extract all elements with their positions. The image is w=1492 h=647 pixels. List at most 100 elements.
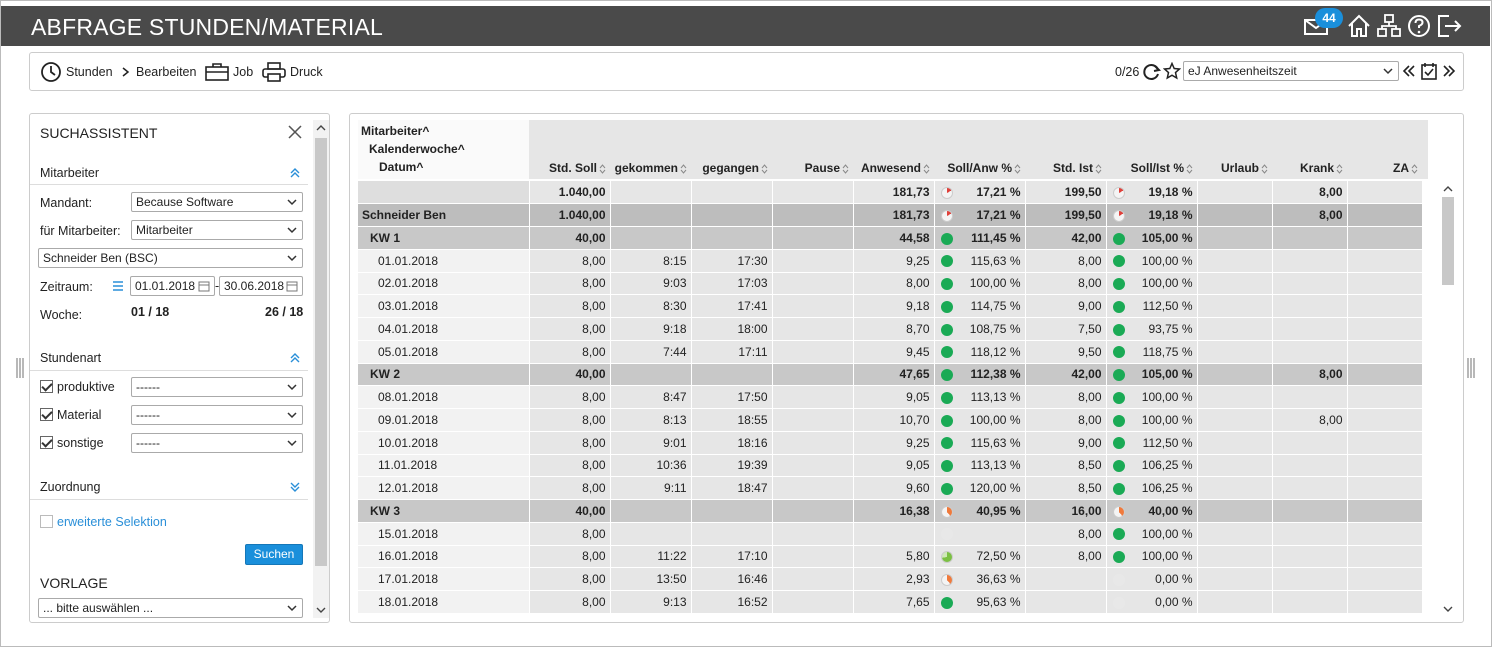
table-row[interactable]: 01.01.2018 8,00 8:15 17:30 9,25 115,63 % 8,00 1… [358, 249, 1423, 273]
column-header-2[interactable]: gekommen [610, 161, 687, 175]
table-row[interactable]: 18.01.2018 8,00 9:13 16:52 7,65 95,63 % 0,00 % [358, 590, 1423, 614]
collapse-stundenart-icon[interactable] [289, 352, 301, 364]
collapse-mitarbeiter-icon[interactable] [289, 167, 301, 179]
table-row[interactable]: 1.040,00 181,73 17,21 % 199,50 19,18 % 8,00 [358, 181, 1423, 205]
help-icon[interactable] [1405, 13, 1433, 39]
stunden-button[interactable]: Stunden [40, 53, 113, 90]
table-row[interactable]: 09.01.2018 8,00 8:13 18:55 10,70 100,00 % 8,00… [358, 408, 1423, 432]
suchen-button[interactable]: Suchen [245, 544, 303, 565]
logout-icon[interactable] [1435, 13, 1463, 39]
group-datum-header[interactable]: Datum^ [379, 160, 424, 174]
close-icon[interactable] [287, 124, 303, 140]
table-cell [691, 226, 773, 250]
right-panel-grip-icon[interactable] [1466, 357, 1476, 379]
table-row[interactable]: 03.01.2018 8,00 8:30 17:41 9,18 114,75 % 9,00 1… [358, 294, 1423, 318]
erweiterte-selektion-link[interactable]: erweiterte Selektion [57, 515, 167, 529]
cell-value: 17.01.2018 [378, 572, 439, 587]
table-row[interactable]: KW 2 40,00 47,65 112,38 % 42,00 105,00 % 8,00 [358, 363, 1423, 387]
column-header-7[interactable]: Std. Ist [1025, 161, 1102, 175]
expand-zuordnung-icon[interactable] [289, 481, 301, 493]
star-icon[interactable] [1163, 62, 1181, 80]
vorlage-select[interactable]: ... bitte auswählen ... [38, 598, 303, 618]
calendar-icon[interactable] [198, 280, 210, 292]
view-select[interactable]: eJ Anwesenheitszeit [1183, 61, 1399, 81]
column-header-5[interactable]: Anwesend [853, 161, 930, 175]
list-icon[interactable] [112, 280, 124, 292]
cell-value: 18:16 [737, 435, 768, 450]
column-header-1[interactable]: Std. Soll [529, 161, 606, 175]
scroll-up-icon[interactable] [1443, 185, 1453, 193]
material-select[interactable]: ------ [131, 405, 303, 425]
table-row[interactable]: 02.01.2018 8,00 9:03 17:03 8,00 100,00 % 8,00 1… [358, 272, 1423, 296]
produktive-checkbox[interactable] [40, 380, 53, 393]
table-cell [772, 499, 854, 523]
column-header-3[interactable]: gegangen [691, 161, 768, 175]
table-row[interactable]: 10.01.2018 8,00 9:01 18:16 9,25 115,63 % 9,00 1… [358, 431, 1423, 455]
next-icon[interactable] [1442, 64, 1456, 78]
scroll-down-icon[interactable] [1443, 605, 1453, 613]
bearbeiten-button[interactable]: Bearbeiten [120, 53, 196, 90]
cell-value: 09.01.2018 [378, 412, 439, 427]
druck-button[interactable]: Druck [262, 53, 323, 90]
grid-scrollbar-thumb[interactable] [1442, 197, 1454, 285]
fuer-mitarbeiter-select[interactable]: Mitarbeiter [131, 220, 303, 240]
table-cell [1347, 590, 1423, 614]
table-row[interactable]: 17.01.2018 8,00 13:50 16:46 2,93 36,63 % 0,00 … [358, 567, 1423, 591]
previous-icon[interactable] [1402, 64, 1416, 78]
table-cell [610, 363, 692, 387]
woche-label: Woche: [40, 308, 83, 322]
date-from-input[interactable]: 01.01.2018 [130, 276, 215, 296]
column-header-8[interactable]: Soll/Ist % [1106, 161, 1193, 175]
table-row[interactable]: 16.01.2018 8,00 11:22 17:10 5,80 72,50 % 8,00 1… [358, 545, 1423, 569]
calendar-check-icon[interactable] [1420, 61, 1438, 81]
sonstige-select[interactable]: ------ [131, 433, 303, 453]
table-row[interactable]: 08.01.2018 8,00 8:47 17:50 9,05 113,13 % 8,00 1… [358, 385, 1423, 409]
table-cell: 8,00 [529, 408, 611, 432]
divider [30, 499, 308, 500]
table-cell: 9:11 [610, 476, 692, 500]
table-row[interactable]: 15.01.2018 8,00 8,00 100,00 % [358, 522, 1423, 546]
group-mitarbeiter-header[interactable]: Mitarbeiter^ [361, 124, 430, 138]
column-header-4[interactable]: Pause [772, 161, 849, 175]
column-header-11[interactable]: ZA [1347, 161, 1418, 175]
table-cell: 16,38 [853, 499, 935, 523]
material-checkbox[interactable] [40, 408, 53, 421]
cell-value: 02.01.2018 [378, 276, 439, 291]
scroll-down-icon[interactable] [316, 606, 326, 614]
mandant-select[interactable]: Because Software [131, 192, 303, 212]
table-row[interactable]: KW 1 40,00 44,58 111,45 % 42,00 105,00 % [358, 226, 1423, 250]
employee-select[interactable]: Schneider Ben (BSC) [38, 248, 303, 268]
sort-icon [1095, 164, 1102, 174]
org-chart-icon[interactable] [1375, 13, 1403, 39]
table-row[interactable]: KW 3 40,00 16,38 40,95 % 16,00 40,00 % [358, 499, 1423, 523]
column-header-10[interactable]: Krank [1272, 161, 1343, 175]
cell-value: 9,05 [906, 458, 930, 473]
calendar-icon[interactable] [286, 280, 298, 292]
group-kalenderwoche-header[interactable]: Kalenderwoche^ [369, 142, 465, 156]
cell-value: 16.01.2018 [378, 549, 439, 564]
table-row[interactable]: Schneider Ben 1.040,00 181,73 17,21 % 199,50… [358, 203, 1423, 227]
search-panel-scrollbar[interactable] [313, 120, 329, 618]
column-header-9[interactable]: Urlaub [1197, 161, 1268, 175]
scroll-up-icon[interactable] [316, 124, 326, 132]
cell-value: 10.01.2018 [378, 435, 439, 450]
erweiterte-selektion-checkbox[interactable] [40, 515, 53, 528]
column-header-6[interactable]: Soll/Anw % [934, 161, 1021, 175]
produktive-select[interactable]: ------ [131, 377, 303, 397]
grid-scrollbar[interactable] [1440, 181, 1456, 617]
home-icon[interactable] [1345, 13, 1373, 39]
table-row[interactable]: 05.01.2018 8,00 7:44 17:11 9,45 118,12 % 9,50 1… [358, 340, 1423, 364]
table-row[interactable]: 12.01.2018 8,00 9:11 18:47 9,60 120,00 % 8,50 1… [358, 476, 1423, 500]
refresh-icon[interactable] [1142, 62, 1162, 82]
date-to-input[interactable]: 30.06.2018 [219, 276, 303, 296]
table-row[interactable]: 11.01.2018 8,00 10:36 19:39 9,05 113,13 % 8,50… [358, 454, 1423, 478]
material-select-value: ------ [136, 408, 160, 422]
table-cell: 8,00 [1272, 363, 1348, 387]
sonstige-checkbox[interactable] [40, 436, 53, 449]
table-row[interactable]: 04.01.2018 8,00 9:18 18:00 8,70 108,75 % 7,50 9… [358, 317, 1423, 341]
sort-icon [842, 164, 849, 174]
left-panel-grip-icon[interactable] [15, 357, 25, 379]
table-cell: 17,21 % [934, 203, 1026, 227]
scrollbar-thumb[interactable] [315, 138, 327, 566]
job-button[interactable]: Job [205, 53, 253, 90]
